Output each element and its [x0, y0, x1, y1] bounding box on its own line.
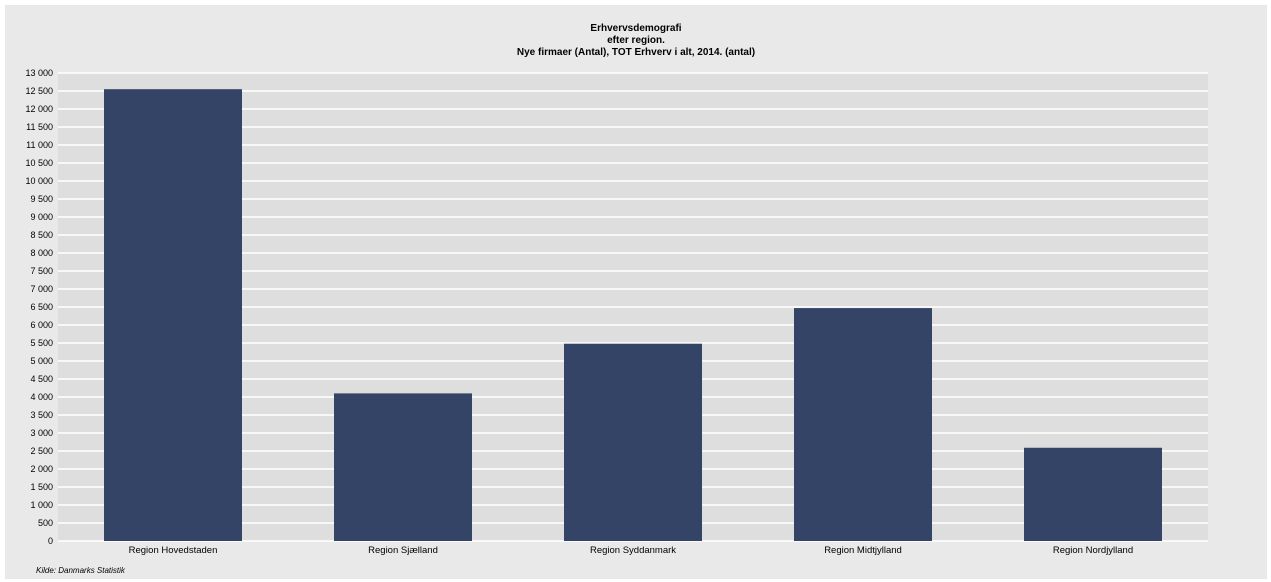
- chart-subtitle-line-2: Nye firmaer (Antal), TOT Erhverv i alt, …: [516, 47, 756, 58]
- y-tick-label: 4 500: [30, 374, 53, 384]
- y-tick-label: 10 000: [25, 176, 53, 186]
- y-tick-label: 3 500: [30, 410, 53, 420]
- y-tick-label: 2 500: [30, 446, 53, 456]
- y-tick-label: 1 000: [30, 500, 53, 510]
- chart-frame: Erhvervsdemografi efter region. Nye firm…: [5, 5, 1267, 579]
- y-tick-label: 7 500: [30, 266, 53, 276]
- y-tick-label: 8 500: [30, 230, 53, 240]
- bars: [104, 89, 1162, 541]
- bar: [564, 343, 702, 541]
- bar: [1024, 447, 1162, 541]
- y-tick-label: 11 500: [26, 122, 53, 132]
- y-tick-label: 13 000: [25, 68, 53, 78]
- y-tick-label: 6 000: [30, 320, 53, 330]
- x-tick-label: Region Hovedstaden: [129, 545, 218, 556]
- y-tick-label: 7 000: [30, 284, 53, 294]
- bar-chart: 0 500 1 000 1 500 2 000 2 500 3 000 3 500 4 000 4…: [25, 68, 1208, 556]
- bar: [104, 89, 242, 541]
- x-tick-label: Region Sjælland: [368, 545, 438, 556]
- chart-subtitle-line-1: efter region.: [607, 35, 665, 46]
- y-tick-label: 12 000: [25, 104, 53, 114]
- chart-title-block: Erhvervsdemografi efter region. Nye firm…: [5, 23, 1267, 59]
- y-tick-label: 0: [48, 536, 53, 546]
- y-tick-label: 9 500: [30, 194, 53, 204]
- x-tick-label: Region Nordjylland: [1053, 545, 1133, 556]
- y-tick-label: 8 000: [30, 248, 53, 258]
- y-tick-label: 9 000: [30, 212, 53, 222]
- x-tick-label: Region Syddanmark: [590, 545, 676, 556]
- y-tick-label: 5 000: [30, 356, 53, 366]
- y-tick-label: 12 500: [25, 86, 53, 96]
- y-tick-label: 500: [38, 518, 53, 528]
- source-note: Kilde: Danmarks Statistik: [36, 566, 125, 575]
- y-tick-label: 11 000: [26, 140, 53, 150]
- x-tick-label: Region Midtjylland: [824, 545, 902, 556]
- x-axis-tick-labels: Region Hovedstaden Region Sjælland Region …: [129, 545, 1134, 556]
- bar: [794, 308, 932, 541]
- y-tick-label: 2 000: [30, 464, 53, 474]
- y-tick-label: 6 500: [30, 302, 53, 312]
- y-tick-label: 4 000: [30, 392, 53, 402]
- y-tick-label: 10 500: [25, 158, 53, 168]
- y-axis-tick-labels: 0 500 1 000 1 500 2 000 2 500 3 000 3 500 4 000 4…: [25, 68, 53, 546]
- chart-title: Erhvervsdemografi: [590, 23, 682, 34]
- y-tick-label: 3 000: [30, 428, 53, 438]
- bar: [334, 393, 472, 541]
- y-tick-label: 1 500: [30, 482, 53, 492]
- y-tick-label: 5 500: [30, 338, 53, 348]
